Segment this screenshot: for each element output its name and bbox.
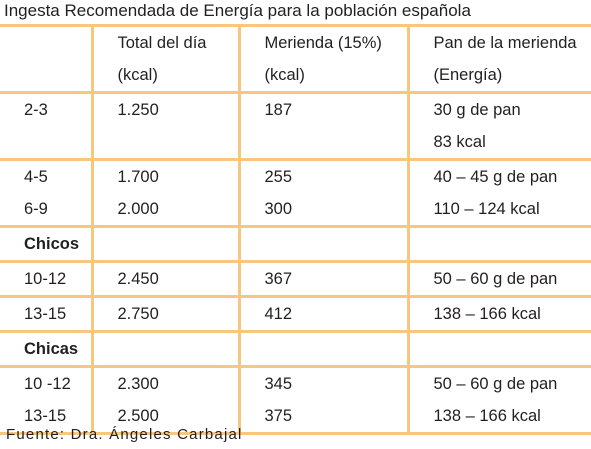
empty-cell	[406, 226, 591, 262]
age-cell: 10 -12	[0, 366, 94, 400]
merienda-cell: 345	[237, 366, 410, 400]
table-row: 6-9 2.000 300	[0, 193, 591, 227]
empty-cell	[406, 331, 591, 367]
age-cell: 2-3	[0, 92, 94, 160]
total-cell: 2.750	[90, 296, 241, 332]
empty-cell	[90, 331, 241, 367]
table-row: 13-15 2.750 412 138 – 166 kcal	[0, 296, 591, 332]
total-cell: 1.700	[90, 159, 241, 193]
merienda-cell: 187	[237, 92, 410, 160]
group-row-chicas: Chicas	[0, 331, 591, 367]
age-cell: 13-15	[0, 296, 94, 332]
header-cell-total: Total del día (kcal)	[90, 25, 241, 93]
age-cell: 13-15	[0, 400, 94, 434]
group-row-chicos: Chicos	[0, 226, 591, 262]
merienda-cell: 375	[237, 400, 408, 434]
empty-cell	[237, 226, 410, 262]
total-cell: 2.500	[90, 400, 241, 434]
table-row: 4-5 1.700 255 40 – 45 g de pan 110 – 124 …	[0, 159, 591, 227]
pan-cell-merged: 40 – 45 g de pan 110 – 124 kcal	[406, 159, 591, 227]
table-row: 10-12 2.450 367 50 – 60 g de pan	[0, 261, 591, 297]
total-cell: 2.000	[90, 193, 241, 227]
group-label-chicos: Chicos	[0, 226, 94, 262]
table-title: Ingesta Recomendada de Energía para la p…	[4, 1, 471, 20]
total-cell: 2.300	[90, 366, 241, 400]
pan-cell: 30 g de pan 83 kcal	[406, 92, 591, 160]
header-cell-age	[0, 25, 94, 93]
table-header-row: Total del día (kcal) Merienda (15%) (kcal)…	[0, 25, 591, 93]
table-row: 2-3 1.250 187 30 g de pan 83 kcal	[0, 92, 591, 160]
header-cell-pan: Pan de la merienda (Energía)	[406, 25, 591, 93]
pan-cell-merged: 50 – 60 g de pan 138 – 166 kcal	[406, 366, 591, 434]
energy-table: Total del día (kcal) Merienda (15%) (kcal)…	[0, 24, 591, 435]
age-cell: 6-9	[0, 193, 94, 227]
pan-cell: 50 – 60 g de pan	[406, 261, 591, 297]
total-cell: 2.450	[90, 261, 241, 297]
merienda-cell: 367	[237, 261, 410, 297]
table-row: 10 -12 2.300 345 50 – 60 g de pan 138 – 1…	[0, 366, 591, 434]
merienda-cell: 255	[237, 159, 410, 193]
total-cell: 1.250	[90, 92, 241, 160]
empty-cell	[90, 226, 241, 262]
age-cell: 10-12	[0, 261, 94, 297]
group-label-chicas: Chicas	[0, 331, 94, 367]
merienda-cell: 412	[237, 296, 410, 332]
age-cell: 4-5	[0, 159, 94, 193]
pan-cell: 138 – 166 kcal	[406, 296, 591, 332]
source-footer: Fuente: Dra. Ángeles Carbajal	[6, 426, 243, 443]
header-cell-merienda: Merienda (15%) (kcal)	[237, 25, 410, 93]
empty-cell	[237, 331, 410, 367]
table-row: 13-15 2.500 375	[0, 400, 591, 434]
merienda-cell: 300	[237, 193, 408, 227]
